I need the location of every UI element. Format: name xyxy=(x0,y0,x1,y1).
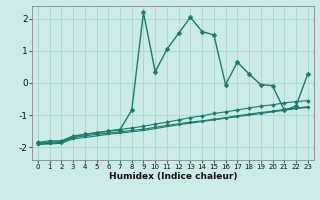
X-axis label: Humidex (Indice chaleur): Humidex (Indice chaleur) xyxy=(108,172,237,181)
